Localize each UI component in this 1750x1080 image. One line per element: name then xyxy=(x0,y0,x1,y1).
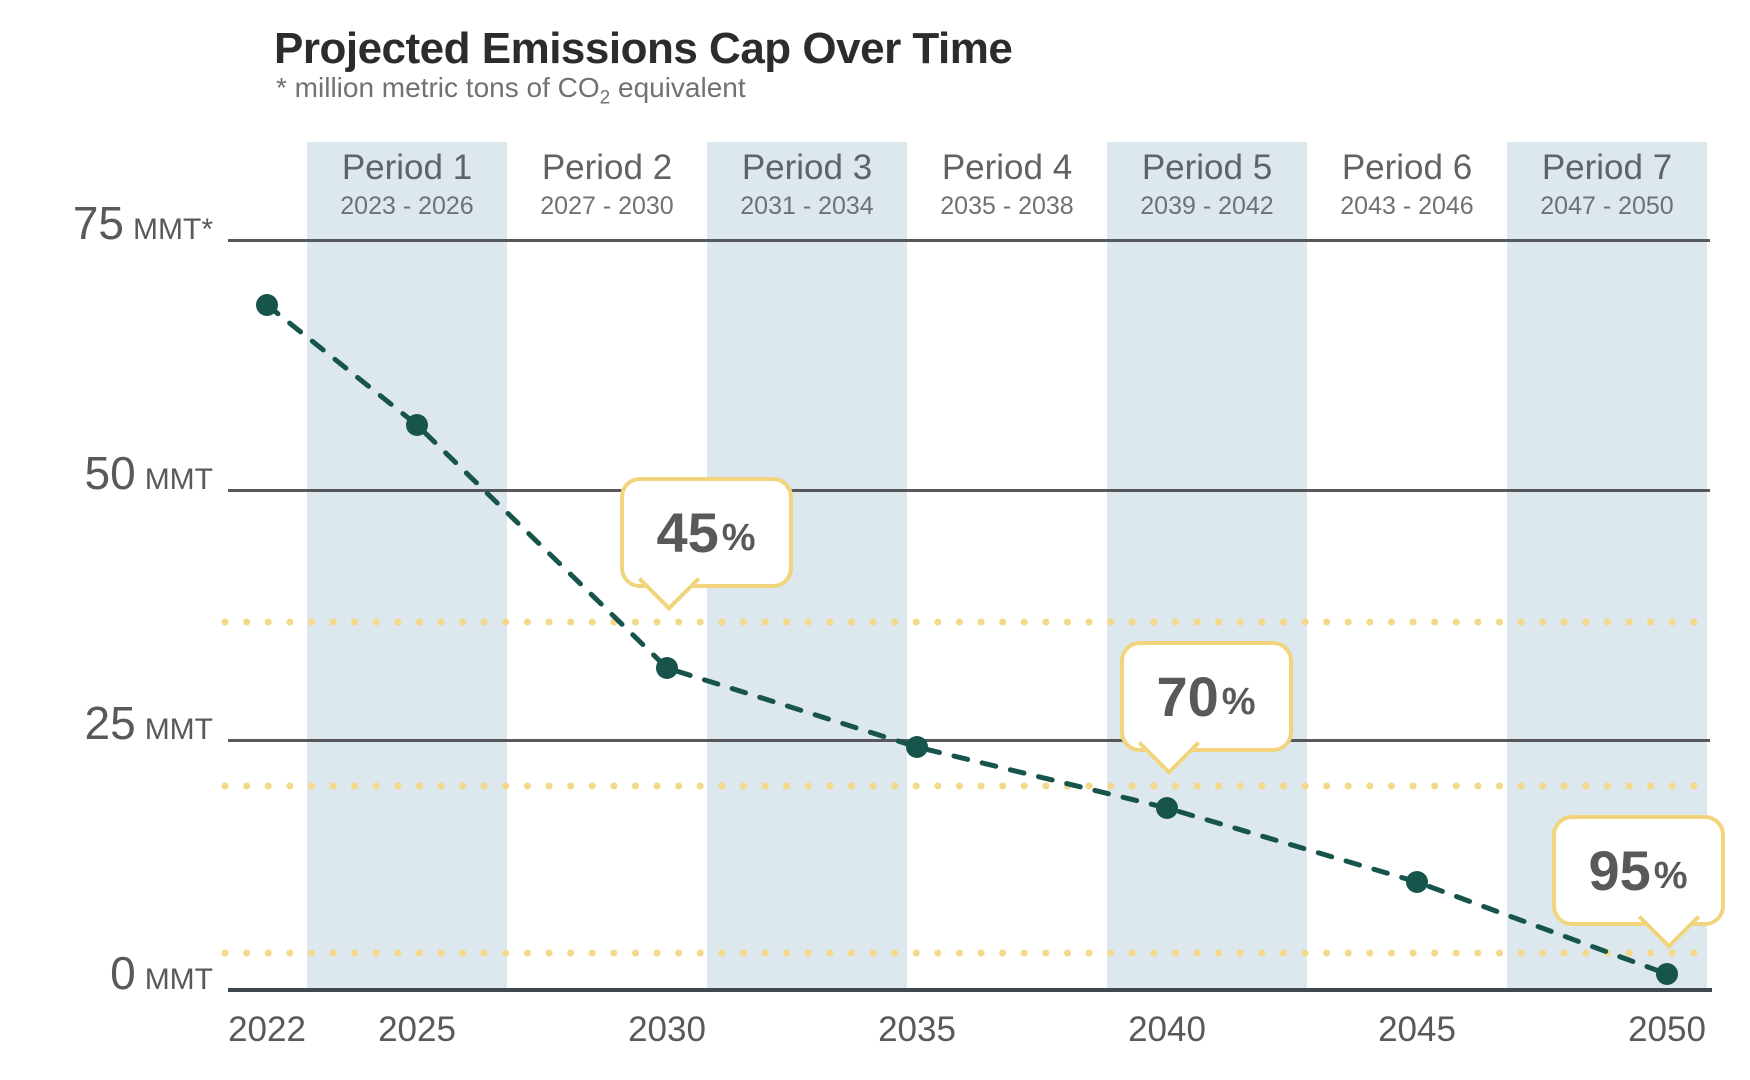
callout-95pct xyxy=(1551,815,1725,926)
period-header-2: Period 2 2027 - 2030 xyxy=(507,150,707,219)
subtitle-suffix: equivalent xyxy=(610,72,746,103)
y-tick-unit: MMT xyxy=(144,463,213,496)
x-tick-label-2045: 2045 xyxy=(1378,1010,1456,1049)
period-label: Period 3 xyxy=(741,148,873,187)
y-tick-number: 75 xyxy=(72,197,125,249)
x-tick-label-2040: 2040 xyxy=(1128,1010,1206,1049)
subtitle-subscript: 2 xyxy=(599,87,611,109)
period-header-3: Period 3 2031 - 2034 xyxy=(707,150,907,219)
period-range: 2023 - 2026 xyxy=(340,192,474,220)
page-title: Projected Emissions Cap Over Time xyxy=(274,24,1013,73)
period-header-5: Period 5 2039 - 2042 xyxy=(1107,150,1307,219)
gridline-75mmt xyxy=(228,239,1710,242)
period-range: 2047 - 2050 xyxy=(1540,192,1674,220)
y-tick-unit: MMT* xyxy=(133,213,213,246)
callout-label-70pct: 70% xyxy=(1120,641,1293,752)
subtitle-prefix: * million metric tons of CO xyxy=(276,72,600,103)
callout-number: 95 xyxy=(1588,838,1651,902)
data-point-2030 xyxy=(656,657,678,679)
callout-percent-sign: % xyxy=(1221,680,1256,723)
x-tick-label-2050: 2050 xyxy=(1628,1010,1706,1049)
period-band-5 xyxy=(1107,142,1307,990)
period-range: 2039 - 2042 xyxy=(1140,192,1274,220)
data-point-2045 xyxy=(1406,871,1428,893)
x-tick-label-2030: 2030 xyxy=(628,1010,706,1049)
y-tick-unit: MMT xyxy=(144,713,213,746)
data-point-2022 xyxy=(256,294,278,316)
callout-percent-sign: % xyxy=(721,516,756,559)
gridline-50mmt xyxy=(228,489,1710,492)
y-tick-number: 25 xyxy=(84,697,136,749)
period-band-1 xyxy=(307,142,507,990)
data-point-2040 xyxy=(1156,797,1178,819)
data-point-2050 xyxy=(1656,963,1678,985)
period-label: Period 6 xyxy=(1341,148,1473,187)
callout-label-45pct: 45% xyxy=(620,477,793,588)
callout-label-95pct: 95% xyxy=(1552,815,1725,926)
data-point-2025 xyxy=(406,414,428,436)
y-tick-unit: MMT xyxy=(144,963,213,996)
y-tick-label-75mmt: 75 MMT* xyxy=(0,200,213,246)
x-tick-label-2025: 2025 xyxy=(378,1010,456,1049)
callout-percent-sign: % xyxy=(1653,854,1688,897)
period-label: Period 2 xyxy=(541,148,673,187)
x-tick-label-2022: 2022 xyxy=(228,1010,306,1049)
period-header-6: Period 6 2043 - 2046 xyxy=(1307,150,1507,219)
period-header-1: Period 1 2023 - 2026 xyxy=(307,150,507,219)
gridline-25mmt xyxy=(228,739,1710,742)
period-header-4: Period 4 2035 - 2038 xyxy=(907,150,1107,219)
period-label: Period 7 xyxy=(1541,148,1673,187)
period-label: Period 4 xyxy=(941,148,1073,187)
period-range: 2043 - 2046 xyxy=(1340,192,1474,220)
y-tick-number: 50 xyxy=(84,447,136,499)
period-header-7: Period 7 2047 - 2050 xyxy=(1507,150,1707,219)
emissions-cap-line xyxy=(264,302,1670,977)
x-tick-label-2035: 2035 xyxy=(878,1010,956,1049)
period-label: Period 5 xyxy=(1141,148,1273,187)
period-range: 2035 - 2038 xyxy=(940,192,1074,220)
x-axis-line xyxy=(228,988,1712,992)
callout-number: 45 xyxy=(656,500,719,564)
y-tick-label-0mmt: 0 MMT xyxy=(0,950,213,996)
period-label: Period 1 xyxy=(341,148,473,187)
callout-number: 70 xyxy=(1156,664,1219,728)
period-range: 2027 - 2030 xyxy=(540,192,674,220)
period-range: 2031 - 2034 xyxy=(740,192,874,220)
page-subtitle: * million metric tons of CO2 equivalent xyxy=(276,72,746,110)
y-tick-label-25mmt: 25 MMT xyxy=(0,700,213,746)
y-tick-label-50mmt: 50 MMT xyxy=(0,450,213,496)
y-tick-number: 0 xyxy=(110,947,136,999)
data-point-2035 xyxy=(906,736,928,758)
